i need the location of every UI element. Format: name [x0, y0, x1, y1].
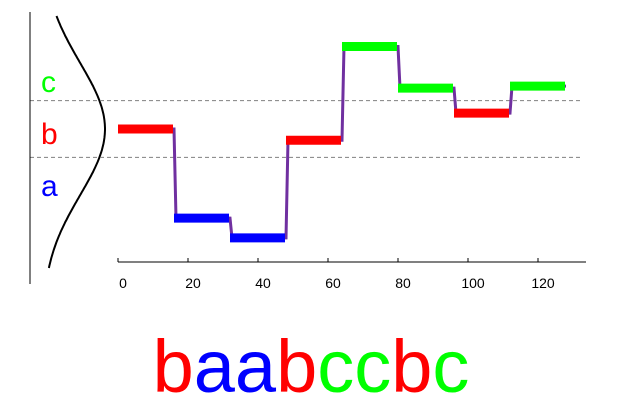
- symbol-3: a: [234, 325, 277, 408]
- symbol-1: b: [152, 325, 194, 408]
- series-line: [118, 45, 566, 240]
- symbol-5: c: [317, 325, 355, 408]
- symbol-6: c: [354, 325, 392, 408]
- symbol-4: b: [276, 325, 318, 408]
- x-tick-label-0: 0: [119, 275, 127, 291]
- symbol-2: a: [193, 325, 235, 408]
- x-tick-label-120: 120: [531, 275, 555, 291]
- x-tick-label-80: 80: [395, 275, 411, 291]
- x-tick-label-20: 20: [185, 275, 201, 291]
- symbol-7: b: [391, 325, 433, 408]
- gaussian-curve: [47, 15, 106, 269]
- x-tick-label-100: 100: [461, 275, 485, 291]
- symbol-string: baabccbc: [0, 330, 622, 404]
- x-tick-label-40: 40: [255, 275, 271, 291]
- region-label-b: b: [41, 118, 58, 151]
- region-label-a: a: [41, 170, 58, 203]
- symbol-8: c: [432, 325, 470, 408]
- region-label-c: c: [41, 66, 56, 99]
- x-tick-label-60: 60: [325, 275, 341, 291]
